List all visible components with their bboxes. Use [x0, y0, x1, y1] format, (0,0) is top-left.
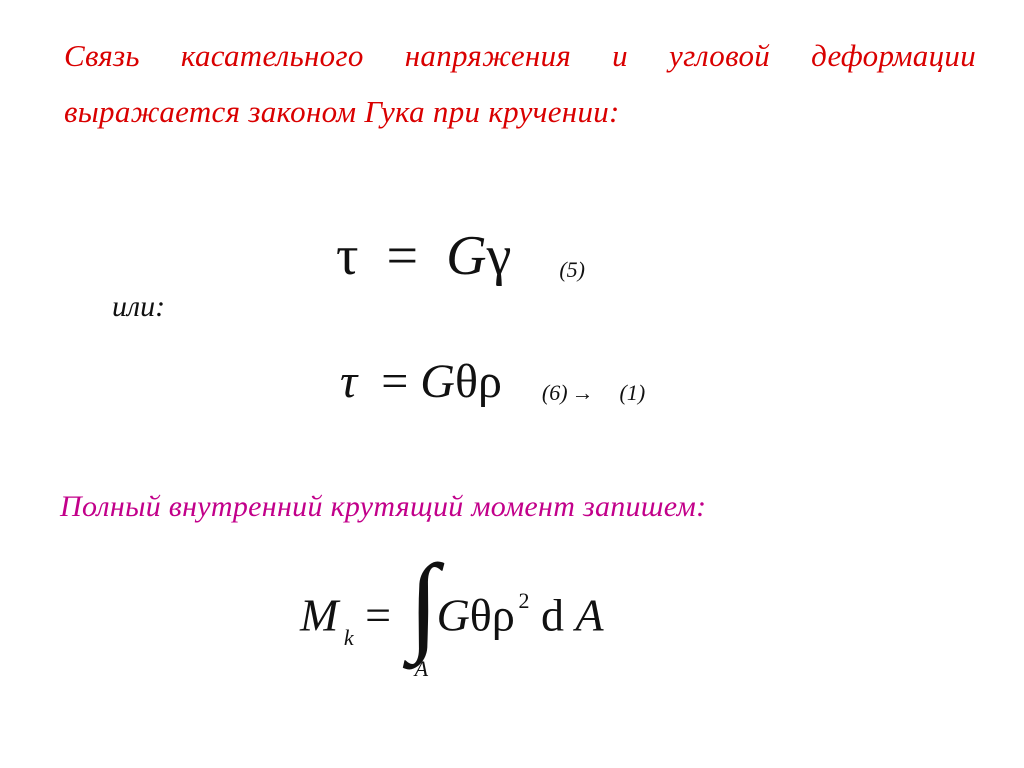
- slide-page: Связь касательного напряжения и угловой …: [0, 0, 1024, 768]
- tau-symbol: τ: [336, 225, 359, 287]
- theta-symbol-6: θ: [455, 355, 478, 408]
- A-symbol: A: [575, 590, 603, 641]
- squared-superscript: 2: [518, 588, 529, 613]
- G-symbol-6: G: [420, 355, 455, 408]
- equals-sign: =: [373, 225, 433, 287]
- G-symbol: G: [446, 225, 486, 287]
- or-label: или:: [112, 290, 165, 324]
- integral-sign: ∫: [409, 548, 439, 658]
- equation-6-row: τ = Gθρ (6) → (1): [340, 354, 645, 409]
- integral-lower-limit: A: [415, 656, 428, 682]
- equals-sign-6: =: [369, 355, 420, 408]
- integral-sign-wrap: ∫ A: [409, 572, 435, 668]
- integral-equation: Mk = ∫ A Gθρ2 d A: [300, 572, 604, 668]
- equation-5: τ = Gγ: [336, 225, 525, 287]
- theta-symbol-int: θ: [470, 590, 492, 641]
- differential-d: d: [529, 590, 575, 641]
- gamma-symbol: γ: [487, 225, 512, 287]
- equation-5-row: τ = Gγ (5): [336, 224, 585, 288]
- equation-5-number: (5): [559, 257, 585, 283]
- heading-red: Связь касательного напряжения и угловой …: [64, 28, 976, 140]
- heading-magenta: Полный внутренний крутящий момент запише…: [60, 490, 706, 524]
- rho-symbol-6: ρ: [478, 355, 502, 408]
- equals-sign-int: =: [354, 590, 403, 641]
- rho-symbol-int: ρ: [492, 590, 515, 641]
- tau-symbol-6: τ: [340, 355, 357, 408]
- k-subscript: k: [344, 625, 354, 650]
- arrow: →: [572, 380, 594, 406]
- G-symbol-int: G: [437, 590, 470, 641]
- M-symbol: M: [300, 590, 338, 641]
- equation-6: τ = Gθρ: [340, 355, 514, 408]
- equation-6-number: (6): [542, 380, 568, 406]
- ref-equation-1: (1): [620, 380, 646, 406]
